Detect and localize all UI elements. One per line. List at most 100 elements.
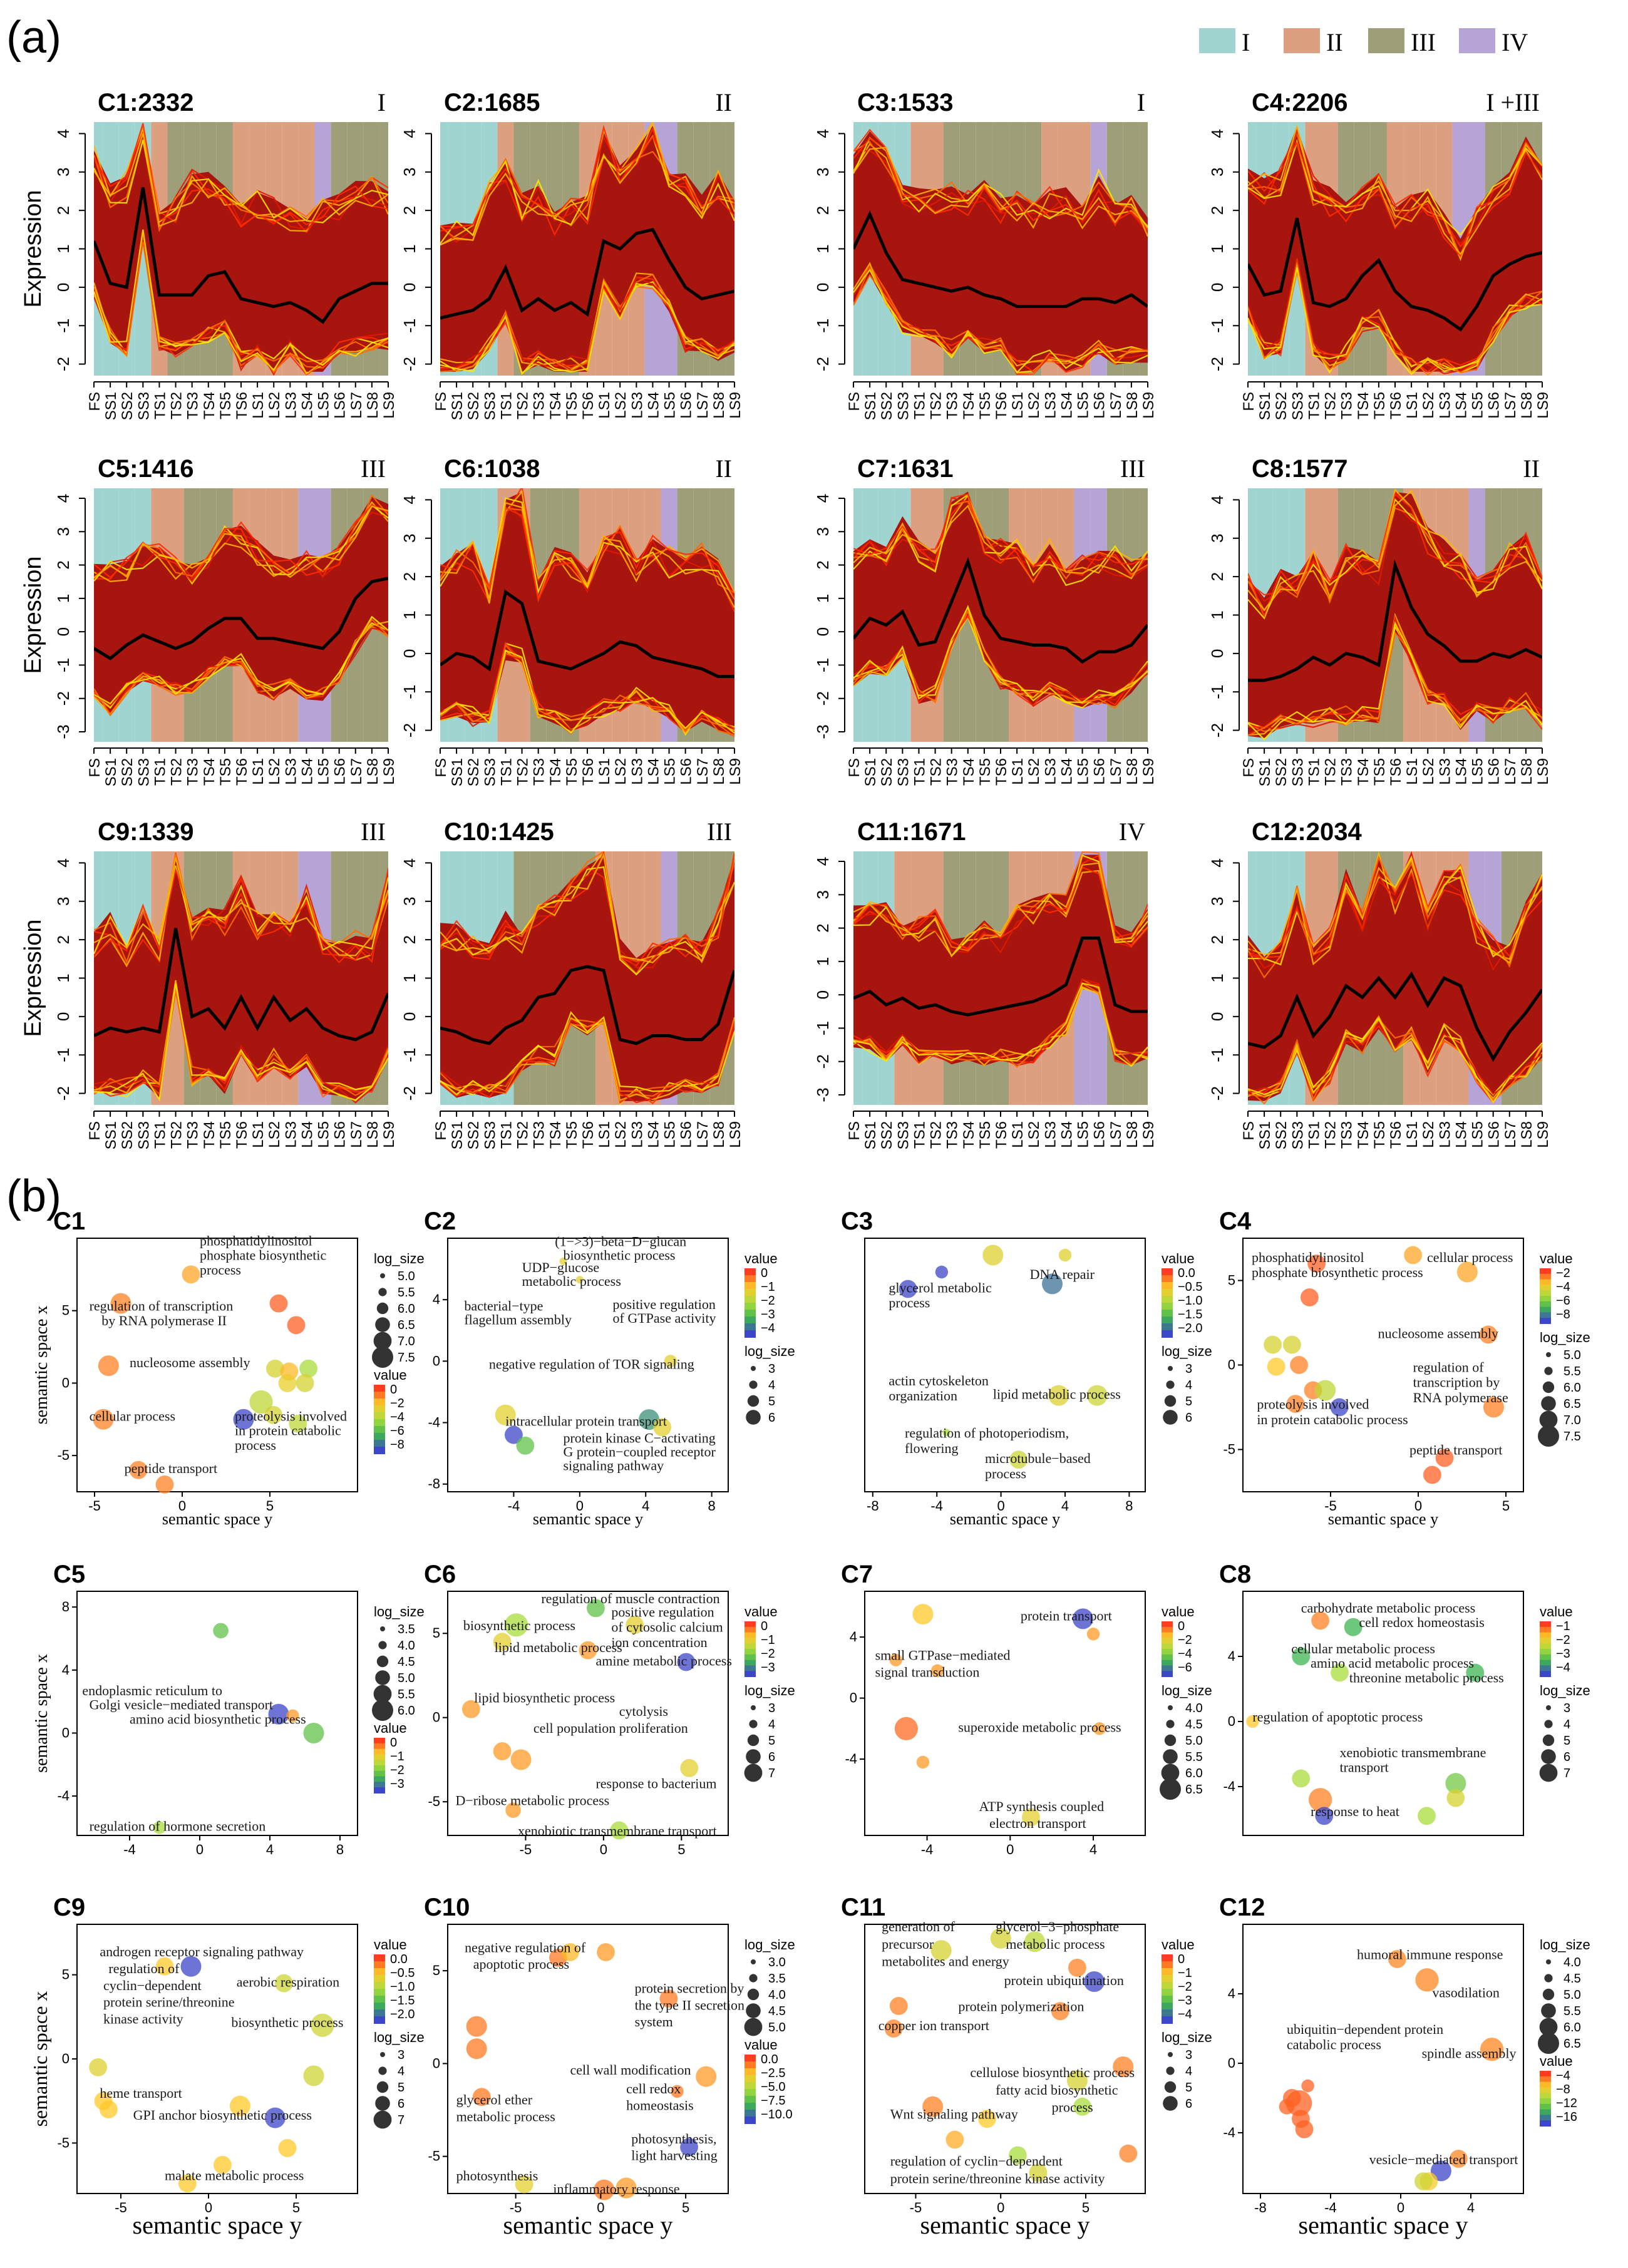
colorbar-tick: −4 bbox=[1178, 2008, 1192, 2021]
plot-frame bbox=[864, 1924, 1146, 2194]
x-tick-label: TS3 bbox=[531, 1121, 548, 1149]
x-tick-label: TS6 bbox=[1388, 758, 1404, 786]
go-term-bubble bbox=[303, 2065, 324, 2086]
colorbar-segment bbox=[374, 1385, 385, 1392]
x-tick-label: TS4 bbox=[201, 1121, 218, 1149]
x-tick-label: FS bbox=[1240, 1121, 1257, 1141]
go-term-label: precursor bbox=[882, 1936, 934, 1952]
colorbar-segment bbox=[1162, 1968, 1173, 1976]
x-tick-label: 4 bbox=[1061, 1498, 1069, 1514]
go-term-bubble bbox=[278, 2139, 297, 2157]
colorbar-segment bbox=[744, 1665, 756, 1672]
size-legend-dot bbox=[1538, 1425, 1559, 1447]
size-legend-tick: 6.0 bbox=[398, 1704, 415, 1718]
go-term-label: ubiquitin−dependent protein bbox=[1287, 2021, 1443, 2037]
x-tick-label: LS9 bbox=[381, 1121, 398, 1148]
colorbar-tick: −1.5 bbox=[390, 1994, 415, 2008]
go-term-bubble bbox=[1415, 1968, 1439, 1992]
x-tick-label: TS5 bbox=[977, 758, 994, 786]
size-legend-dot bbox=[378, 2066, 387, 2075]
y-tick-label: 0 bbox=[1208, 283, 1227, 292]
x-tick-label: TS2 bbox=[515, 758, 532, 786]
plot-frame bbox=[1242, 1238, 1524, 1492]
size-legend-tick: 7.5 bbox=[1564, 1430, 1581, 1444]
colorbar-segment bbox=[1162, 1671, 1173, 1677]
go-term-bubble bbox=[1267, 1357, 1285, 1376]
y-tick-label: -2 bbox=[1208, 723, 1227, 737]
x-tick-label: SS1 bbox=[103, 1121, 120, 1149]
gene-trace bbox=[440, 649, 734, 734]
size-legend-dot bbox=[1539, 1410, 1558, 1429]
colorbar-segment bbox=[1540, 1296, 1551, 1302]
y-tick-label: 5 bbox=[62, 1303, 70, 1318]
go-term-bubble bbox=[1404, 1246, 1423, 1265]
go-term-label: lipid metabolic process bbox=[993, 1387, 1121, 1402]
go-term-bubble bbox=[680, 2138, 698, 2157]
y-tick-label: -1 bbox=[1208, 685, 1227, 699]
colorbar-segment bbox=[1540, 1671, 1551, 1677]
go-term-label: regulation of cyclin−dependent bbox=[890, 2153, 1063, 2169]
x-tick-label: TS3 bbox=[185, 758, 202, 786]
size-legend-dot bbox=[378, 1641, 387, 1650]
x-tick-label: LS2 bbox=[266, 1121, 283, 1148]
colorbar-segment bbox=[374, 1748, 385, 1755]
go-term-bubble bbox=[466, 2016, 487, 2037]
colorbar-segment bbox=[1162, 2003, 1173, 2010]
y-tick-label: -2 bbox=[400, 723, 419, 737]
plot-frame bbox=[864, 1238, 1146, 1492]
colorbar-segment bbox=[744, 1649, 756, 1655]
y-tick-label: 0 bbox=[400, 649, 419, 658]
gene-trace bbox=[853, 505, 1148, 580]
gene-trace bbox=[94, 983, 388, 1102]
x-tick-label: 0 bbox=[600, 1842, 607, 1857]
colorbar-tick: −1 bbox=[1556, 1619, 1570, 1633]
size-legend-dot bbox=[376, 1655, 389, 1668]
colorbar-tick: −2 bbox=[1178, 1633, 1192, 1647]
go-term-bubble bbox=[1418, 1807, 1436, 1825]
go-term-bubble bbox=[1292, 1769, 1311, 1788]
cluster-group: IV bbox=[1119, 818, 1145, 846]
go-term-label: protein ubiquitination bbox=[1004, 1973, 1124, 1988]
x-tick-label: LS7 bbox=[1502, 758, 1519, 785]
x-tick-label: LS7 bbox=[694, 1121, 711, 1148]
colorbar-segment bbox=[1540, 1638, 1551, 1645]
x-tick-label: TS2 bbox=[1322, 758, 1339, 786]
go-term-label: inflammatory response bbox=[553, 2181, 679, 2197]
cluster-group: III bbox=[361, 818, 386, 846]
colorbar-tick: −2.5 bbox=[761, 2066, 785, 2080]
x-tick-label: TS1 bbox=[152, 758, 168, 786]
go-term-label: malate metabolic process bbox=[165, 2168, 304, 2183]
y-tick-label: 3 bbox=[54, 527, 73, 536]
legend-label-3: III bbox=[1411, 28, 1436, 56]
go-term-bubble bbox=[942, 1429, 951, 1437]
cluster-group: II bbox=[1523, 454, 1540, 483]
go-term-bubble bbox=[264, 1405, 282, 1424]
gene-trace bbox=[853, 609, 1148, 709]
go-term-bubble bbox=[626, 1616, 644, 1634]
go-term-bubble bbox=[659, 1989, 678, 2008]
size-legend-dot bbox=[1166, 1720, 1175, 1728]
size-legend-tick: 4.5 bbox=[1185, 1718, 1203, 1732]
go-term-bubble bbox=[1264, 1335, 1282, 1354]
colorbar-segment bbox=[374, 1996, 385, 2003]
gene-trace bbox=[440, 859, 734, 968]
gene-trace bbox=[1248, 132, 1542, 248]
y-tick-label: 5 bbox=[433, 1963, 440, 1978]
y-tick-label: -1 bbox=[400, 1048, 419, 1062]
go-term-label: vasodilation bbox=[1432, 1985, 1500, 2001]
gene-trace bbox=[440, 866, 734, 976]
colorbar-segment bbox=[744, 2068, 756, 2076]
go-term-bubble bbox=[616, 2177, 637, 2199]
size-legend-tick: 4.5 bbox=[768, 2004, 786, 2018]
x-tick-label: LS6 bbox=[678, 392, 695, 419]
gene-trace bbox=[1248, 871, 1542, 960]
colorbar-segment bbox=[374, 1975, 385, 1983]
colorbar-segment bbox=[374, 1426, 385, 1434]
size-legend-tick: 7 bbox=[768, 1767, 775, 1780]
colorbar-tick: −1 bbox=[390, 1750, 404, 1763]
y-tick-label: 0 bbox=[1228, 2055, 1235, 2071]
go-term-bubble bbox=[1414, 2172, 1433, 2190]
x-tick-label: LS5 bbox=[662, 1121, 679, 1148]
x-tick-label: TS3 bbox=[185, 392, 202, 419]
x-axis-title: semantic space y bbox=[1299, 2211, 1468, 2239]
